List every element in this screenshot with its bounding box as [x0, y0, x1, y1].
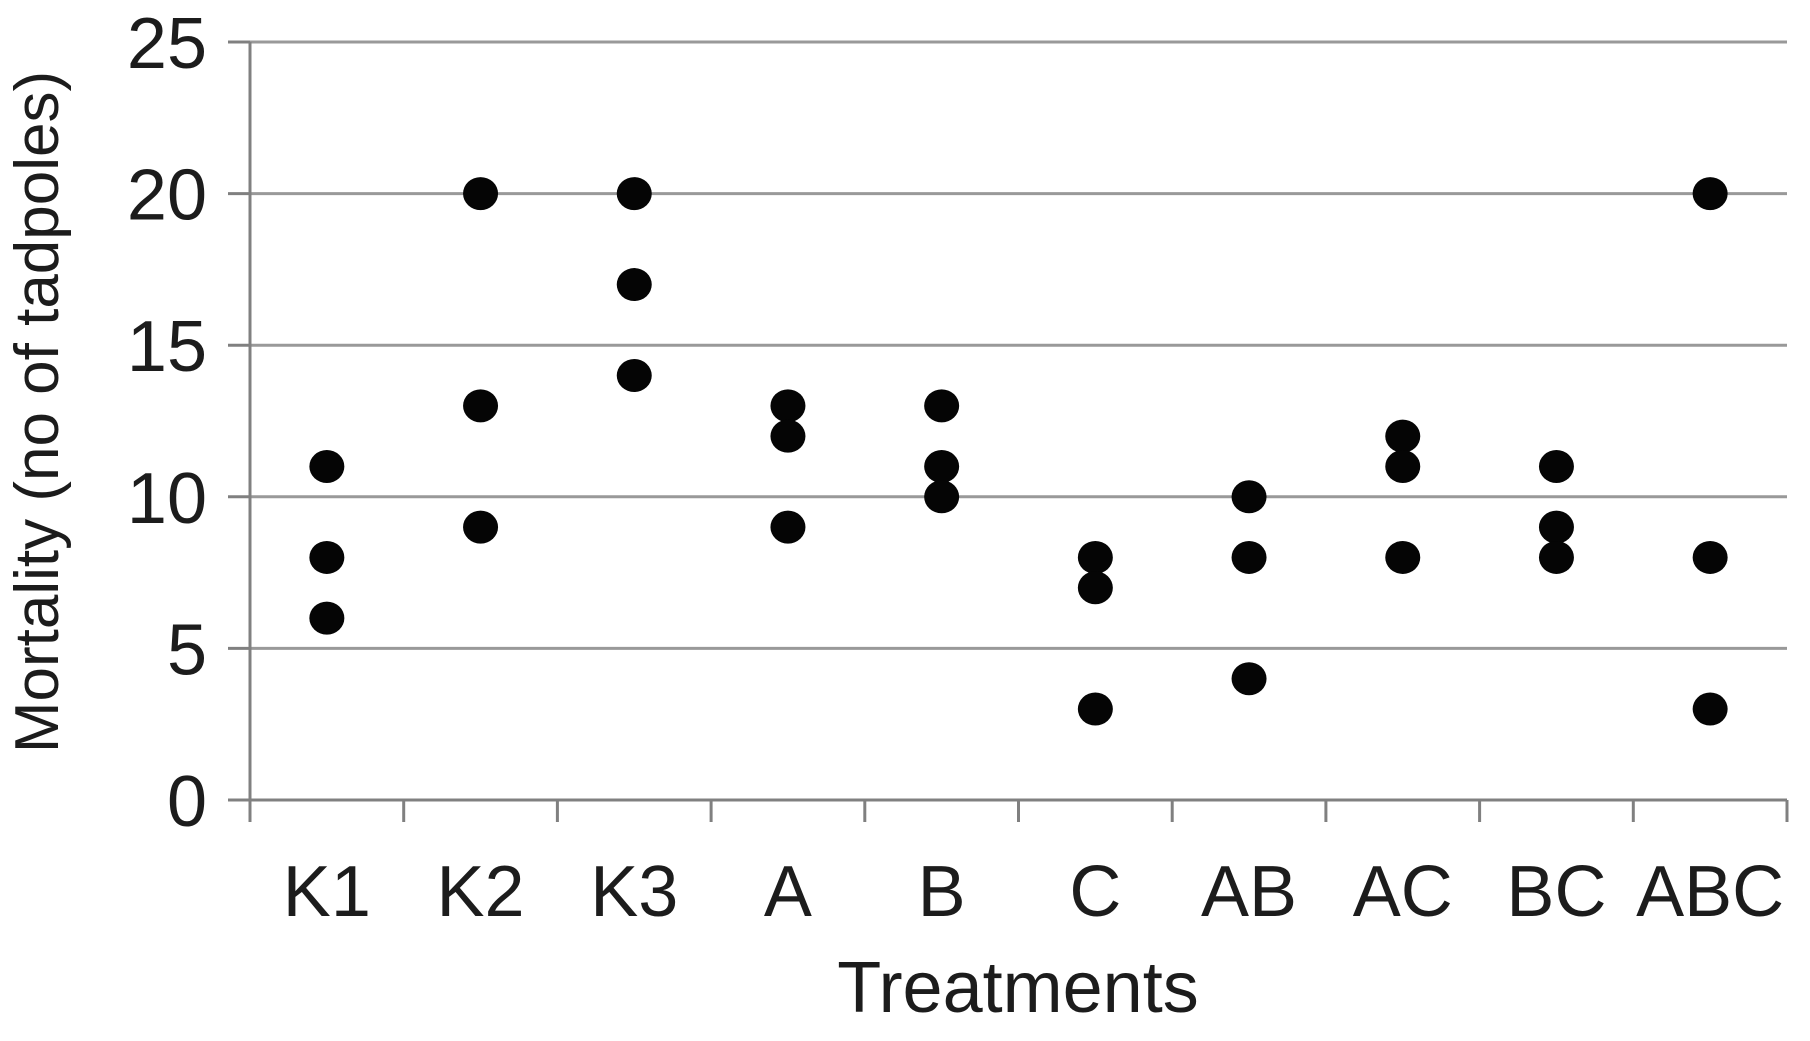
data-point: [924, 389, 960, 423]
x-category-label: K2: [437, 852, 525, 932]
data-point: [616, 359, 652, 393]
data-point: [1692, 692, 1728, 726]
data-point: [309, 601, 345, 635]
data-point: [1231, 480, 1267, 514]
x-axis-title: Treatments: [837, 948, 1198, 1028]
data-point: [1231, 540, 1267, 574]
data-point: [1077, 540, 1113, 574]
x-category-label: K3: [590, 852, 678, 932]
y-tick-label: 10: [127, 459, 207, 539]
data-point: [616, 177, 652, 211]
x-category-label: A: [764, 852, 812, 932]
data-point: [770, 389, 806, 423]
data-point: [924, 480, 960, 514]
y-tick-label: 15: [127, 307, 207, 387]
data-point: [1692, 540, 1728, 574]
y-tick-label: 25: [127, 4, 207, 84]
data-point: [1077, 571, 1113, 605]
x-category-label: BC: [1506, 852, 1606, 932]
data-point: [1077, 692, 1113, 726]
data-points: [309, 177, 1728, 726]
data-point: [463, 510, 499, 544]
x-category-label: AC: [1353, 852, 1453, 932]
data-point: [616, 268, 652, 302]
data-point: [1385, 540, 1421, 574]
data-point: [924, 449, 960, 483]
y-axis-title: Mortality (no of tadpoles): [3, 71, 72, 753]
data-point: [1538, 510, 1574, 544]
x-category-label: C: [1069, 852, 1121, 932]
data-point: [1385, 449, 1421, 483]
data-point: [309, 449, 345, 483]
data-point: [770, 419, 806, 453]
x-category-label: K1: [283, 852, 371, 932]
y-tick-label: 0: [167, 762, 207, 842]
y-tick-labels: 0 5 10 15 20 25: [127, 4, 207, 842]
x-category-label: ABC: [1636, 852, 1784, 932]
data-point: [463, 177, 499, 211]
x-category-labels: K1 K2 K3 A B C AB AC BC ABC: [283, 852, 1784, 932]
x-category-label: B: [918, 852, 966, 932]
y-tick-label: 20: [127, 156, 207, 236]
axes: [228, 40, 1789, 822]
data-point: [1385, 419, 1421, 453]
y-tick-label: 5: [167, 610, 207, 690]
data-point: [1538, 540, 1574, 574]
gridlines: [250, 40, 1787, 650]
data-point: [1538, 449, 1574, 483]
data-point: [309, 540, 345, 574]
x-category-label: AB: [1201, 852, 1297, 932]
data-point: [770, 510, 806, 544]
data-point: [1692, 177, 1728, 211]
data-point: [463, 389, 499, 423]
data-point: [1231, 662, 1267, 696]
